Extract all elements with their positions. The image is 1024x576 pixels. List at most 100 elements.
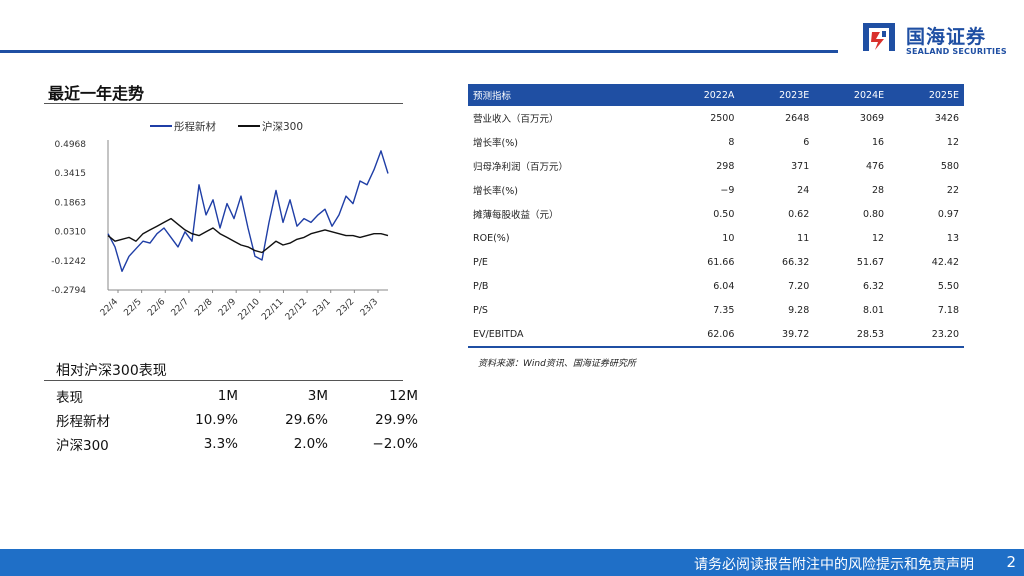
forecast-cell: 39.72: [739, 322, 815, 348]
forecast-cell: 11: [797, 232, 810, 244]
stock-trend-chart: 0.4968 0.3415 0.1863 0.0310 -0.1242 -0.2794 22…: [51, 120, 389, 323]
forecast-cell: 9.28: [788, 304, 810, 316]
forecast-cell: 10: [722, 232, 735, 244]
forecast-metric: ROE(%): [473, 232, 510, 244]
x-tick-label: 22/9: [217, 297, 239, 319]
forecast-metric: P/E: [473, 256, 488, 268]
x-tick-label: 22/5: [122, 297, 143, 318]
forecast-header-year: 2025E: [889, 84, 964, 106]
relative-perf-title: 相对沪深300表现: [56, 363, 167, 379]
page-number: 2: [1006, 553, 1016, 571]
legend-label-0: 彤程新材: [174, 120, 216, 133]
forecast-metric: P/S: [473, 304, 488, 316]
forecast-cell: 6: [803, 136, 810, 148]
forecast-metric: EV/EBITDA: [468, 322, 664, 348]
y-tick-label: -0.2794: [51, 286, 86, 296]
forecast-metric: 归母净利润（百万元）: [473, 162, 569, 173]
forecast-cell: −9: [720, 184, 735, 196]
x-tick-label: 22/6: [146, 297, 168, 319]
y-tick-label: 0.4968: [55, 140, 87, 150]
sealand-logo-icon: [863, 23, 895, 51]
perf-header-label: 表现: [56, 390, 83, 406]
series-line-1: [107, 217, 389, 254]
legend-label-1: 沪深300: [262, 120, 303, 133]
forecast-cell: 24: [797, 184, 810, 196]
perf-cell: 3.3%: [203, 436, 238, 452]
x-tick-label: 22/10: [237, 297, 263, 323]
forecast-metric: 摊薄每股收益（元）: [473, 210, 559, 221]
forecast-cell: 7.20: [788, 280, 810, 292]
forecast-cell: 42.42: [931, 256, 959, 268]
forecast-cell: 28: [872, 184, 885, 196]
table-row: 归母净利润（百万元） 298 371 476 580: [468, 154, 964, 178]
forecast-header-year: 2022A: [663, 84, 740, 106]
forecast-cell: 12: [872, 232, 885, 244]
forecast-metric: 增长率(%): [473, 138, 518, 149]
forecast-cell: 3069: [859, 112, 885, 124]
table-row: 表现 1M 3M 12M: [50, 384, 418, 408]
table-row: P/B 6.04 7.20 6.32 5.50: [468, 274, 964, 298]
forecast-cell: 22: [946, 184, 959, 196]
forecast-table: 预测指标 2022A 2023E 2024E 2025E 营业收入（百万元） 25…: [468, 84, 964, 348]
forecast-cell: 0.62: [788, 208, 810, 220]
forecast-cell: 298: [716, 160, 735, 172]
forecast-cell: 23.20: [889, 322, 964, 348]
table-row: 营业收入（百万元） 2500 2648 3069 3426: [468, 106, 964, 130]
forecast-cell: 371: [791, 160, 810, 172]
table-row: P/S 7.35 9.28 8.01 7.18: [468, 298, 964, 322]
forecast-cell: 6.32: [862, 280, 885, 292]
table-row: 增长率(%) 8 6 16 12: [468, 130, 964, 154]
forecast-cell: 12: [946, 136, 959, 148]
perf-cell: −2.0%: [372, 436, 418, 452]
perf-cell: 29.9%: [375, 412, 418, 428]
logo-chinese-name: 国海证券: [906, 26, 987, 48]
forecast-metric: 营业收入（百万元）: [473, 114, 559, 125]
forecast-cell: 0.80: [862, 208, 885, 220]
x-tick-label: 22/8: [193, 297, 215, 319]
data-source-note: 资料来源：Wind资讯、国海证券研究所: [478, 359, 636, 369]
relative-perf-table: 表现 1M 3M 12M 彤程新材 10.9% 29.6% 29.9% 沪深30…: [50, 384, 418, 456]
perf-header-1m: 1M: [217, 388, 238, 404]
forecast-cell: 61.66: [707, 256, 735, 268]
series-line-0: [107, 150, 389, 273]
perf-cell: 2.0%: [293, 436, 328, 452]
perf-header-12m: 12M: [389, 388, 418, 404]
table-row: 沪深300 3.3% 2.0% −2.0%: [50, 432, 418, 456]
x-tick-label: 22/11: [260, 297, 285, 322]
forecast-header-row: 预测指标 2022A 2023E 2024E 2025E: [468, 84, 964, 106]
y-tick-label: 0.3415: [55, 169, 87, 179]
footer-bar: 请务必阅读报告附注中的风险提示和免责声明 2: [0, 549, 1024, 576]
trend-section-rule: [44, 103, 403, 104]
perf-cell: 10.9%: [195, 412, 238, 428]
forecast-cell: 2648: [785, 112, 810, 124]
company-logo: 国海证券 SEALAND SECURITIES: [862, 20, 1012, 60]
forecast-cell: 3426: [934, 112, 959, 124]
forecast-header-year: 2023E: [739, 84, 815, 106]
forecast-cell: 5.50: [937, 280, 959, 292]
forecast-cell: 476: [865, 160, 885, 172]
forecast-header-metric: 预测指标: [468, 84, 664, 106]
perf-cell: 29.6%: [285, 412, 328, 428]
forecast-cell: 0.97: [937, 208, 959, 220]
table-row: 摊薄每股收益（元） 0.50 0.62 0.80 0.97: [468, 202, 964, 226]
x-tick-label: 23/2: [335, 297, 356, 318]
forecast-cell: 51.67: [856, 256, 885, 268]
relative-perf-rule: [44, 380, 403, 381]
forecast-cell: 0.50: [713, 208, 735, 220]
forecast-cell: 6.04: [713, 280, 735, 292]
table-row: EV/EBITDA 62.06 39.72 28.53 23.20: [468, 322, 964, 348]
forecast-cell: 8: [728, 136, 735, 148]
x-tick-label: 23/3: [359, 297, 380, 318]
x-tick-label: 22/4: [99, 297, 121, 319]
x-tick-label: 22/7: [170, 297, 191, 318]
forecast-cell: 580: [940, 160, 959, 172]
header-rule: [0, 50, 838, 53]
forecast-header-year: 2024E: [814, 84, 890, 106]
forecast-cell: 66.32: [782, 256, 810, 268]
trend-section-title: 最近一年走势: [48, 84, 145, 103]
perf-header-3m: 3M: [307, 388, 328, 404]
logo-english-name: SEALAND SECURITIES: [906, 47, 1007, 56]
forecast-cell: 16: [872, 136, 885, 148]
forecast-cell: 8.01: [862, 304, 885, 316]
forecast-cell: 28.53: [814, 322, 890, 348]
